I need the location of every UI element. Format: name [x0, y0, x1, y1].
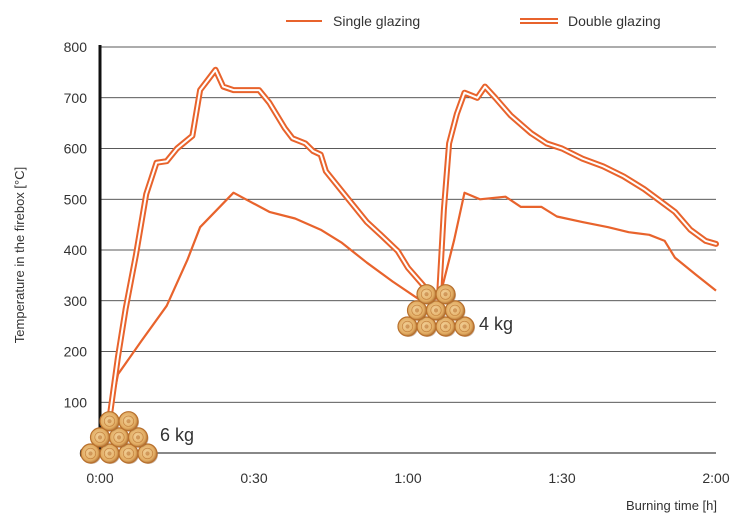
series-double-glazing	[97, 66, 719, 456]
x-axis-title: Burning time [h]	[626, 498, 717, 513]
log-ring	[113, 431, 125, 443]
log-ring	[132, 431, 144, 443]
log-ring	[84, 447, 97, 460]
annotation-4-kg: 4 kg	[397, 284, 513, 337]
series-line-double-outer	[97, 66, 719, 456]
legend-item-double: Double glazing	[520, 13, 661, 29]
y-axis-ticks: 0100200300400500600700800	[64, 39, 88, 461]
log-core	[433, 308, 439, 313]
log-ring	[430, 304, 442, 316]
log-core	[424, 324, 429, 329]
log-core	[88, 451, 93, 456]
log-core	[145, 451, 150, 456]
y-axis-title: Temperature in the firebox [°C]	[12, 167, 27, 343]
log-core	[135, 435, 141, 440]
y-tick-label-300: 300	[64, 293, 88, 309]
log-core	[126, 451, 131, 456]
axis-lines	[98, 45, 716, 454]
gridlines	[100, 46, 716, 403]
legend-label-double: Double glazing	[568, 13, 661, 29]
firewood-stack-icon	[397, 284, 475, 337]
x-tick-label-0-00: 0:00	[86, 470, 113, 486]
log-ring	[122, 415, 135, 427]
log-core	[462, 324, 467, 329]
x-tick-label-2-00: 2:00	[702, 470, 729, 486]
y-tick-label-500: 500	[64, 191, 88, 207]
log-ring	[449, 304, 461, 316]
log-ring	[439, 288, 452, 300]
log-ring	[420, 320, 433, 333]
log-ring	[94, 431, 106, 443]
log-core	[107, 419, 112, 424]
annotation-6-kg: 6 kg	[80, 411, 194, 464]
log-core	[414, 308, 420, 313]
x-axis-ticks: 0:00 0:30 1:00 1:30 2:00	[86, 470, 729, 486]
annotation-label: 4 kg	[479, 314, 513, 334]
log-core	[107, 451, 112, 456]
log-core	[97, 435, 103, 440]
x-tick-label-0-30: 0:30	[240, 470, 267, 486]
y-tick-label-600: 600	[64, 141, 88, 157]
log-core	[452, 308, 458, 313]
log-ring	[401, 320, 414, 333]
log-ring	[141, 447, 154, 460]
log-ring	[103, 415, 116, 427]
annotation-layer: 6 kg 4 kg	[80, 284, 513, 464]
x-tick-label-1-30: 1:30	[548, 470, 575, 486]
log-ring	[458, 320, 471, 333]
legend-label-single: Single glazing	[333, 13, 420, 29]
x-tick-label-1-00: 1:00	[394, 470, 421, 486]
y-tick-label-400: 400	[64, 242, 88, 258]
y-tick-label-800: 800	[64, 39, 88, 55]
legend-item-single: Single glazing	[286, 13, 420, 29]
log-ring	[103, 447, 116, 460]
log-core	[424, 292, 429, 297]
y-tick-label-200: 200	[64, 344, 88, 360]
log-core	[116, 435, 122, 440]
annotation-label: 6 kg	[160, 425, 194, 445]
log-ring	[439, 320, 452, 333]
y-tick-label-700: 700	[64, 90, 88, 106]
log-core	[443, 324, 448, 329]
series-line-double-inner	[99, 68, 717, 454]
y-tick-label-100: 100	[64, 394, 88, 410]
log-ring	[122, 447, 135, 460]
log-core	[126, 419, 131, 424]
legend: Single glazing Double glazing	[286, 13, 661, 29]
log-ring	[420, 288, 433, 300]
log-core	[405, 324, 410, 329]
firewood-stack-icon	[80, 411, 158, 464]
log-core	[443, 292, 448, 297]
log-ring	[411, 304, 423, 316]
series-layer	[97, 66, 719, 456]
